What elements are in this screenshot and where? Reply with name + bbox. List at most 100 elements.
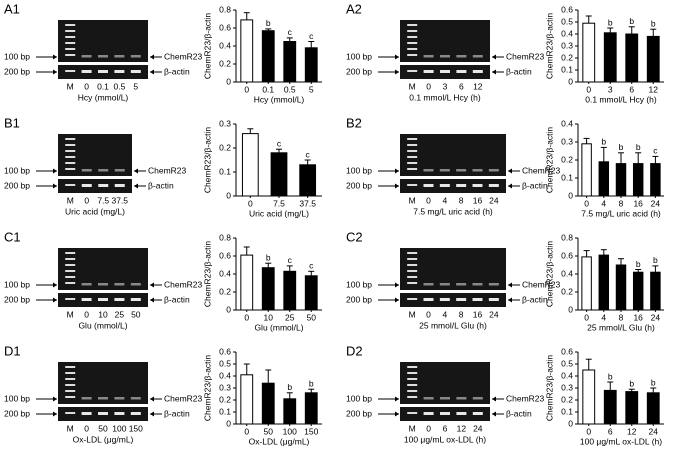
marker-band	[65, 162, 76, 164]
marker-band	[407, 282, 418, 284]
arrow-head	[508, 168, 512, 174]
gel-band	[440, 412, 450, 415]
y-axis-label: ChemR23/β-actin	[202, 241, 212, 308]
lane-label: 0	[84, 309, 89, 319]
significance-label: b	[629, 378, 634, 388]
gel-band	[456, 70, 467, 73]
x-tick-label: 50	[307, 312, 317, 322]
size-label: 100 bp	[346, 51, 372, 61]
gel-band	[130, 397, 141, 400]
x-axis-label: 100 μg/mL ox-LDL (h)	[580, 436, 662, 446]
size-label: 200 bp	[4, 180, 30, 190]
lane-label: 0.5	[113, 81, 125, 91]
marker-band	[407, 258, 418, 260]
bar	[615, 163, 627, 197]
lane-label: 0	[426, 309, 431, 319]
y-tick-label: 0.5	[219, 358, 231, 368]
significance-label: b	[653, 255, 658, 265]
x-tick-label: 0	[584, 198, 589, 208]
y-axis-label: ChemR23/β-actin	[544, 241, 554, 308]
x-tick-label: 0	[586, 84, 591, 94]
bar	[299, 164, 317, 197]
lane-label: 10	[98, 309, 108, 319]
significance-label: b	[287, 382, 292, 392]
bar	[240, 19, 254, 83]
gel-upper	[400, 134, 506, 176]
band-label: β-actin	[164, 294, 190, 304]
bar	[261, 382, 275, 425]
x-axis-label: Hcy (mmol/L)	[254, 94, 305, 104]
arrow-head	[150, 282, 154, 288]
gel-xlabel: 25 mmol/L Glu (h)	[419, 320, 487, 330]
arrow-head	[53, 168, 57, 174]
x-tick-label: 150	[304, 426, 318, 436]
lane-label: 50	[131, 309, 141, 319]
gel-band	[472, 169, 483, 172]
arrow-head	[53, 396, 57, 402]
y-tick-label: 0.6	[219, 250, 231, 260]
lane-label: 0	[84, 81, 89, 91]
y-tick-label: 0	[568, 76, 573, 86]
gel-band	[488, 184, 499, 187]
gel-xlabel: Ox-LDL (μg/mL)	[73, 434, 134, 444]
gel-band	[130, 70, 141, 73]
band-label: β-actin	[148, 180, 174, 190]
bar	[304, 47, 318, 83]
x-tick-label: 8	[619, 198, 624, 208]
bar	[240, 254, 254, 311]
bar	[304, 275, 318, 311]
bar	[581, 256, 592, 311]
lane-label: 100	[112, 423, 126, 433]
gel-band	[98, 397, 108, 400]
marker-band	[407, 150, 418, 152]
lane-label: 5	[133, 81, 138, 91]
gel-band	[456, 55, 467, 58]
y-tick-label: 0	[568, 418, 573, 428]
bar	[283, 270, 297, 311]
marker-band	[407, 144, 418, 146]
gel-band	[114, 169, 125, 172]
marker-band	[65, 138, 76, 140]
size-label: 100 bp	[346, 393, 372, 403]
lane-label: 24	[489, 309, 499, 319]
y-tick-label: 0.8	[561, 232, 573, 242]
y-tick-label: 0.4	[561, 370, 573, 380]
marker-band	[65, 276, 76, 278]
size-label: 200 bp	[4, 408, 30, 418]
gel-band	[488, 298, 499, 301]
marker-band	[65, 42, 76, 44]
arrow-head	[150, 297, 154, 303]
x-tick-label: 0	[244, 312, 249, 322]
arrow-head	[53, 411, 57, 417]
significance-label: b	[651, 18, 656, 28]
gel-band	[98, 412, 108, 415]
x-tick-label: 3	[608, 84, 613, 94]
marker-band	[407, 390, 418, 392]
gel-band	[130, 55, 141, 58]
significance-label: c	[309, 261, 314, 271]
x-tick-label: 37.5	[299, 198, 316, 208]
significance-label: b	[636, 142, 641, 152]
size-label: 100 bp	[4, 51, 30, 61]
gel-band	[130, 298, 141, 301]
y-tick-label: 0.2	[219, 394, 231, 404]
bar	[603, 389, 617, 425]
marker-band	[65, 396, 76, 398]
size-label: 200 bp	[4, 66, 30, 76]
marker-label: M	[67, 195, 74, 205]
y-tick-label: 0.8	[219, 232, 231, 242]
lane-label: 0	[426, 195, 431, 205]
gel-band	[456, 184, 467, 187]
gel-xlabel: 7.5 mg/L uric acid (h)	[413, 206, 493, 216]
lane-label: 6	[443, 423, 448, 433]
bar	[582, 369, 596, 425]
gel-lower	[400, 179, 506, 193]
gel-band	[130, 412, 141, 415]
marker-band	[407, 42, 418, 44]
gel-band	[423, 412, 434, 415]
gel-xlabel: Hcy (mmol/L)	[78, 92, 129, 102]
band-label: β-actin	[164, 66, 190, 76]
significance-label: b	[636, 259, 641, 269]
marker-label: M	[409, 195, 416, 205]
marker-band	[407, 184, 418, 186]
